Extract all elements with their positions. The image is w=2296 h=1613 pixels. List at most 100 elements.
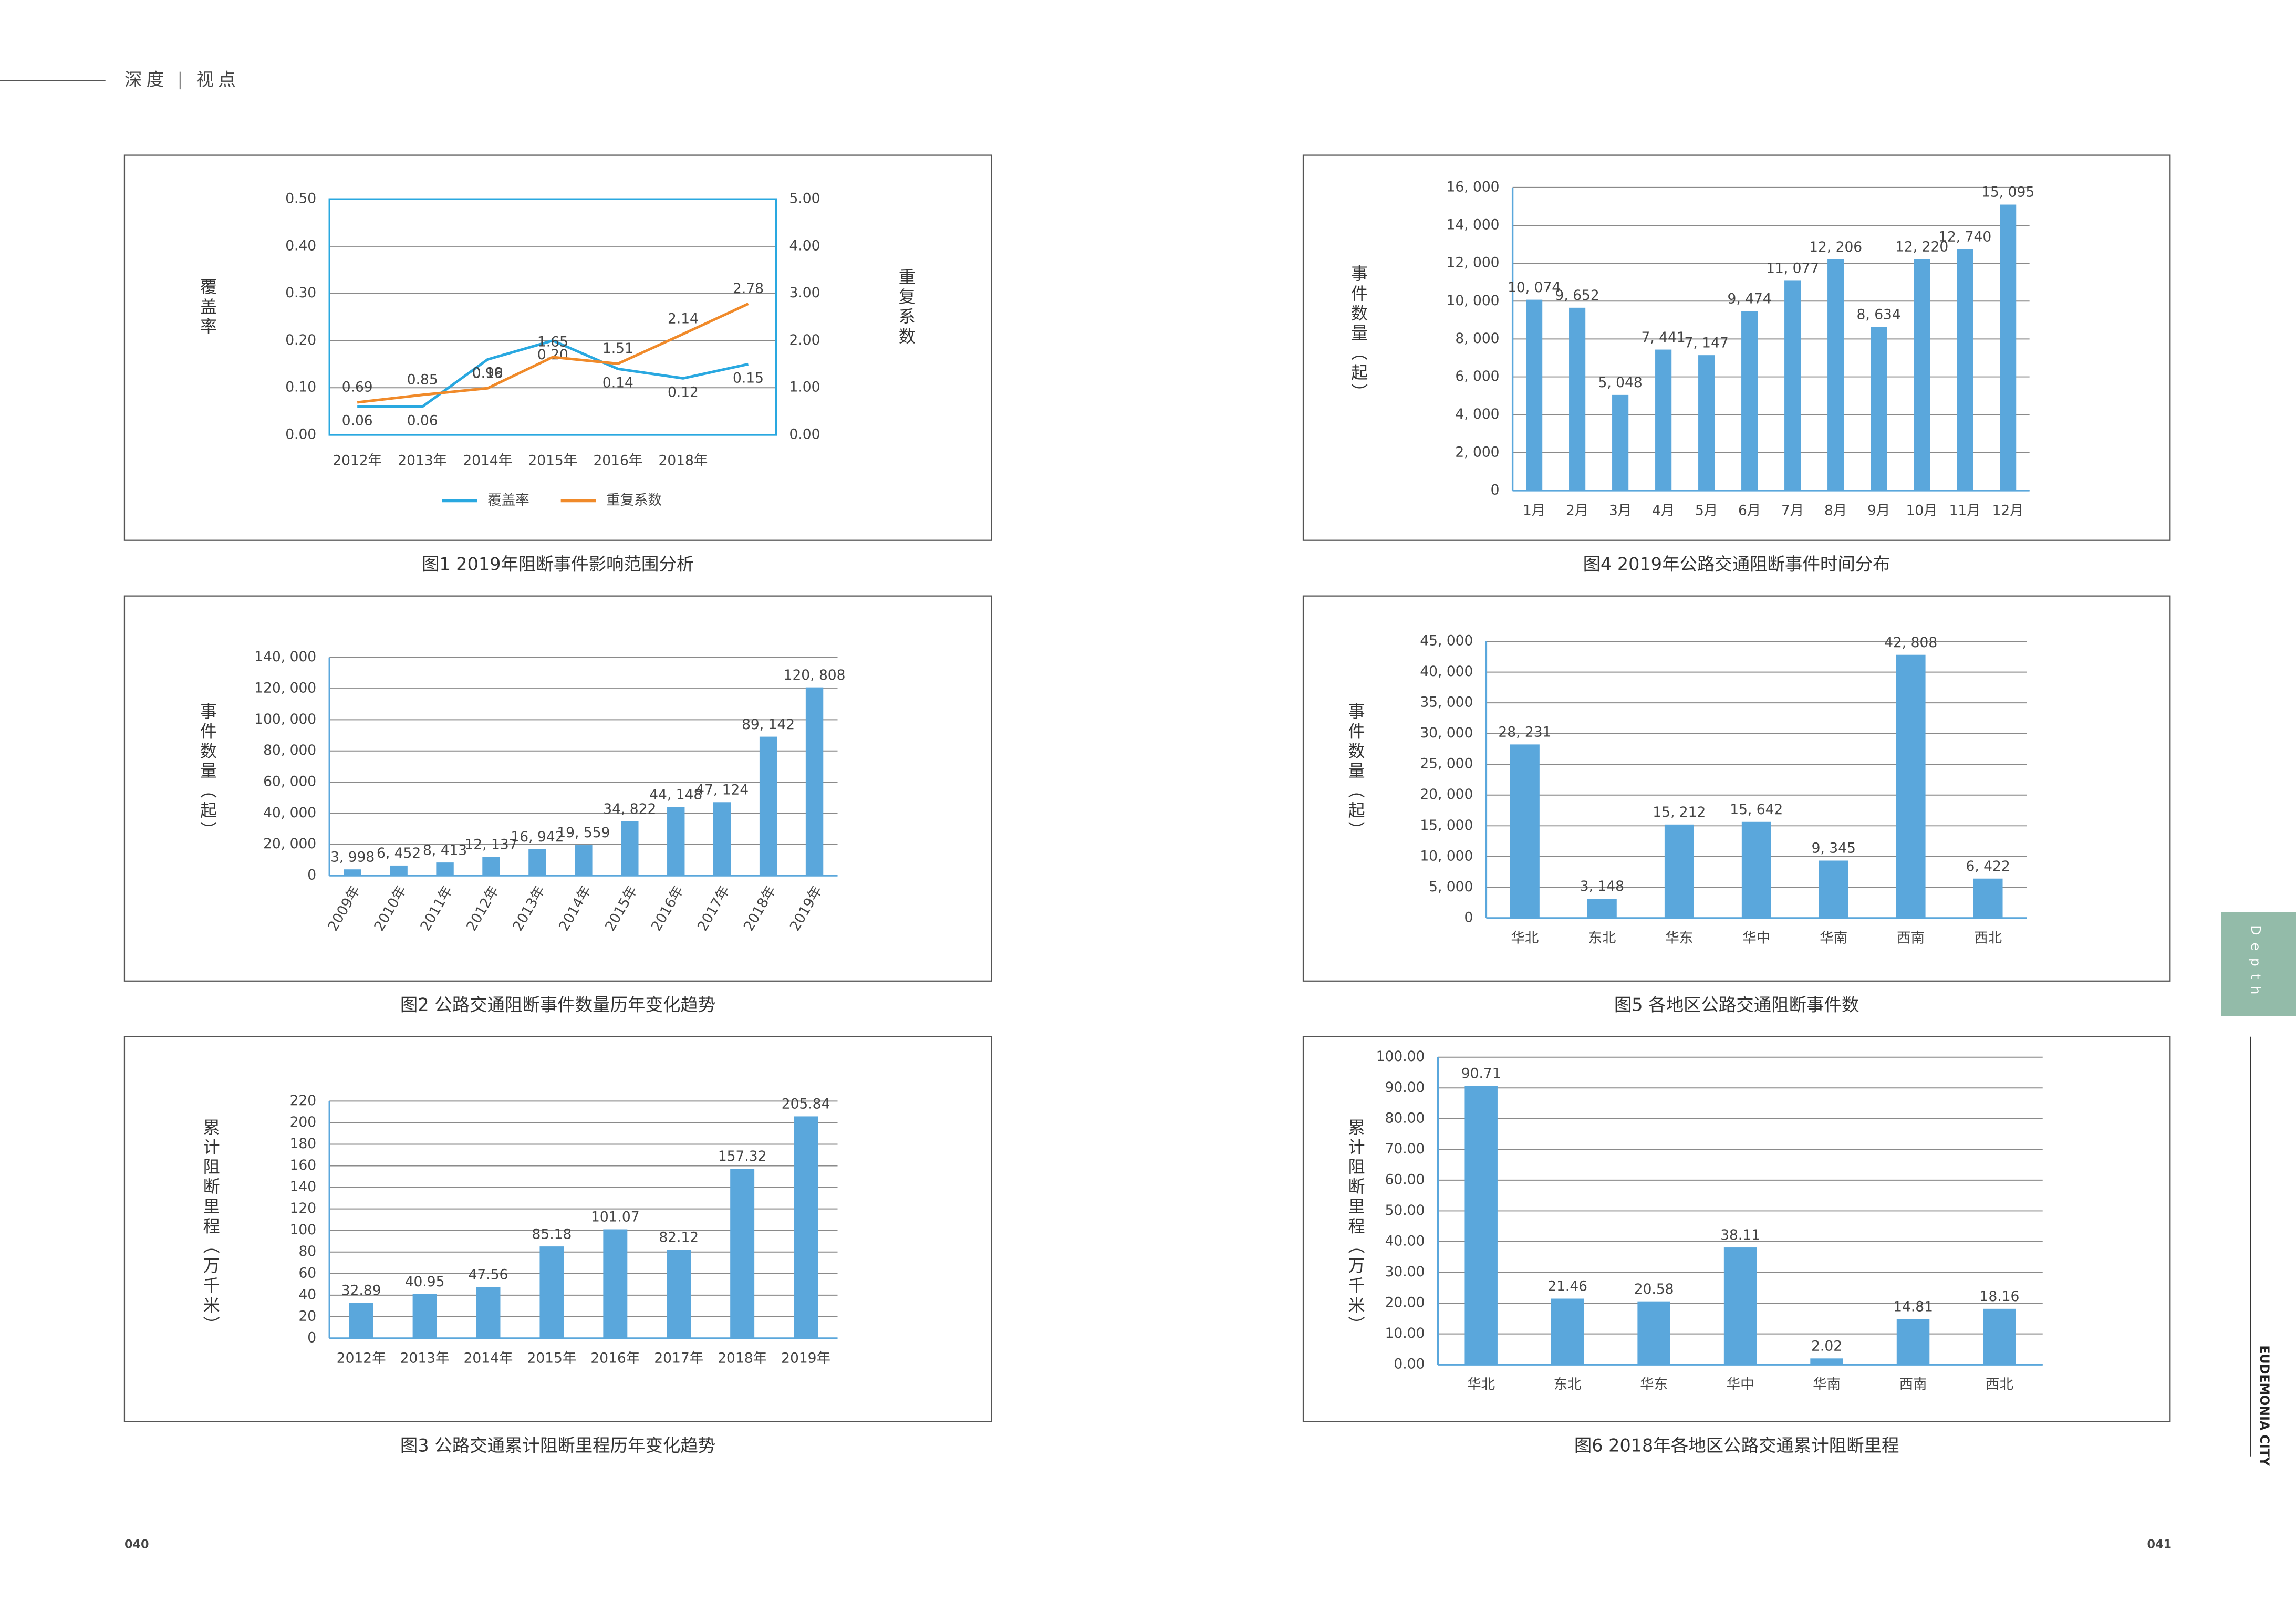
data-label: 9, 652 — [1555, 287, 1599, 304]
y-tick-label: 40.00 — [1385, 1233, 1425, 1249]
y-tick-label: 100.00 — [1376, 1048, 1425, 1065]
x-tick-label: 2012年 — [333, 453, 382, 469]
y-tick-label: 50.00 — [1385, 1202, 1425, 1219]
legend-label: 重复系数 — [606, 492, 662, 508]
x-tick-label: 2017年 — [654, 1350, 703, 1366]
data-label: 101.07 — [591, 1209, 640, 1225]
bar — [539, 1246, 564, 1338]
x-tick-label: 3月 — [1609, 502, 1632, 518]
data-label: 9, 345 — [1812, 840, 1856, 857]
y-tick-label: 0 — [1491, 482, 1500, 498]
y-tick-label: 8, 000 — [1455, 330, 1499, 347]
x-tick-label: 9月 — [1867, 502, 1890, 518]
data-label: 34, 822 — [603, 801, 656, 817]
data-label: 12, 206 — [1809, 239, 1862, 255]
x-tick-label: 2018年 — [718, 1350, 767, 1366]
bar — [1973, 878, 2003, 918]
bar — [349, 1303, 373, 1338]
data-label: 15, 212 — [1653, 804, 1706, 820]
chart-frame — [123, 154, 992, 541]
bar — [1896, 1319, 1930, 1365]
bar — [1526, 299, 1543, 491]
bar — [713, 802, 731, 876]
data-label: 2.78 — [733, 280, 764, 297]
bar — [1914, 259, 1930, 491]
bar — [390, 865, 408, 876]
x-tick-label: 西北 — [1974, 930, 2002, 946]
y2-tick-label: 5.00 — [789, 191, 820, 207]
x-tick-label: 东北 — [1588, 930, 1616, 946]
bar — [1810, 1358, 1843, 1365]
y-axis-label: 累计阻断里程（万千米） — [1346, 1118, 1366, 1336]
x-tick-label: 2015年 — [528, 453, 577, 469]
chart-frame — [1302, 154, 2171, 541]
y-tick-label: 25, 000 — [1420, 756, 1473, 772]
data-label: 6, 422 — [1966, 858, 2010, 875]
data-label: 0.85 — [407, 371, 438, 388]
y-tick-label: 160 — [290, 1157, 317, 1173]
bar — [1551, 1298, 1584, 1365]
y-axis-label: 覆盖率 — [198, 278, 217, 337]
data-label: 0.15 — [733, 370, 764, 387]
x-tick-label: 华南 — [1820, 930, 1847, 946]
y-tick-label: 20, 000 — [1420, 786, 1473, 803]
y-tick-label: 45, 000 — [1420, 633, 1473, 649]
y-tick-label: 0.40 — [285, 237, 316, 254]
chart-frame — [1302, 1036, 2171, 1422]
y-tick-label: 70.00 — [1385, 1141, 1425, 1157]
x-tick-label: 2010年 — [371, 883, 410, 934]
data-label: 6, 452 — [377, 845, 421, 861]
data-label: 18.16 — [1980, 1288, 2020, 1305]
bar — [759, 736, 777, 876]
y-tick-label: 200 — [290, 1114, 317, 1130]
x-tick-label: 2016年 — [593, 453, 642, 469]
data-label: 28, 231 — [1498, 724, 1551, 741]
bar — [1983, 1308, 2016, 1365]
x-tick-label: 西南 — [1897, 930, 1925, 946]
series-line — [357, 339, 749, 408]
data-label: 14.81 — [1893, 1299, 1933, 1315]
y-tick-label: 0 — [307, 867, 316, 883]
data-label: 9, 474 — [1728, 290, 1772, 307]
bar — [2000, 204, 2017, 491]
x-tick-label: 华东 — [1665, 930, 1693, 946]
data-label: 5, 048 — [1598, 374, 1643, 391]
bar — [1896, 654, 1926, 918]
bar — [1698, 355, 1715, 491]
y-tick-label: 5, 000 — [1429, 879, 1473, 895]
x-tick-label: 2012年 — [463, 883, 502, 934]
data-label: 89, 142 — [742, 716, 795, 733]
x-tick-label: 华南 — [1813, 1377, 1841, 1393]
plot-frame — [328, 198, 777, 436]
y-tick-label: 2, 000 — [1455, 444, 1499, 460]
x-tick-label: 2017年 — [694, 883, 733, 934]
bar — [1587, 899, 1617, 918]
data-label: 157.32 — [718, 1148, 767, 1164]
bar — [1957, 249, 1973, 491]
bar — [1741, 311, 1758, 491]
x-tick-label: 2011年 — [417, 883, 456, 934]
bar — [1723, 1247, 1757, 1365]
page-number: 040 — [124, 1538, 149, 1552]
x-tick-label: 2013年 — [400, 1350, 450, 1366]
y2-axis-label: 重复系数 — [896, 268, 916, 347]
y-tick-label: 20, 000 — [263, 836, 316, 852]
header-subsection: 视点 — [196, 69, 241, 90]
chart-caption: 图3 公路交通累计阻断里程历年变化趋势 — [400, 1435, 715, 1456]
chart-caption: 图5 各地区公路交通阻断事件数 — [1614, 995, 1859, 1015]
x-tick-label: 2月 — [1566, 502, 1588, 518]
y-tick-label: 100, 000 — [254, 711, 316, 727]
y-tick-label: 0.10 — [285, 379, 316, 396]
chart-caption: 图2 公路交通阻断事件数量历年变化趋势 — [400, 995, 715, 1015]
y-tick-label: 140, 000 — [254, 649, 316, 665]
y-tick-label: 10, 000 — [1420, 848, 1473, 864]
data-label: 40.95 — [405, 1274, 445, 1290]
data-label: 10, 074 — [1508, 279, 1561, 296]
y-tick-label: 10.00 — [1385, 1325, 1425, 1341]
y-axis-label: 事件数量（起） — [1346, 702, 1366, 840]
x-tick-label: 12月 — [1992, 502, 2024, 518]
x-tick-label: 2012年 — [337, 1350, 386, 1366]
bar — [1655, 349, 1672, 491]
y2-tick-label: 3.00 — [789, 285, 820, 301]
